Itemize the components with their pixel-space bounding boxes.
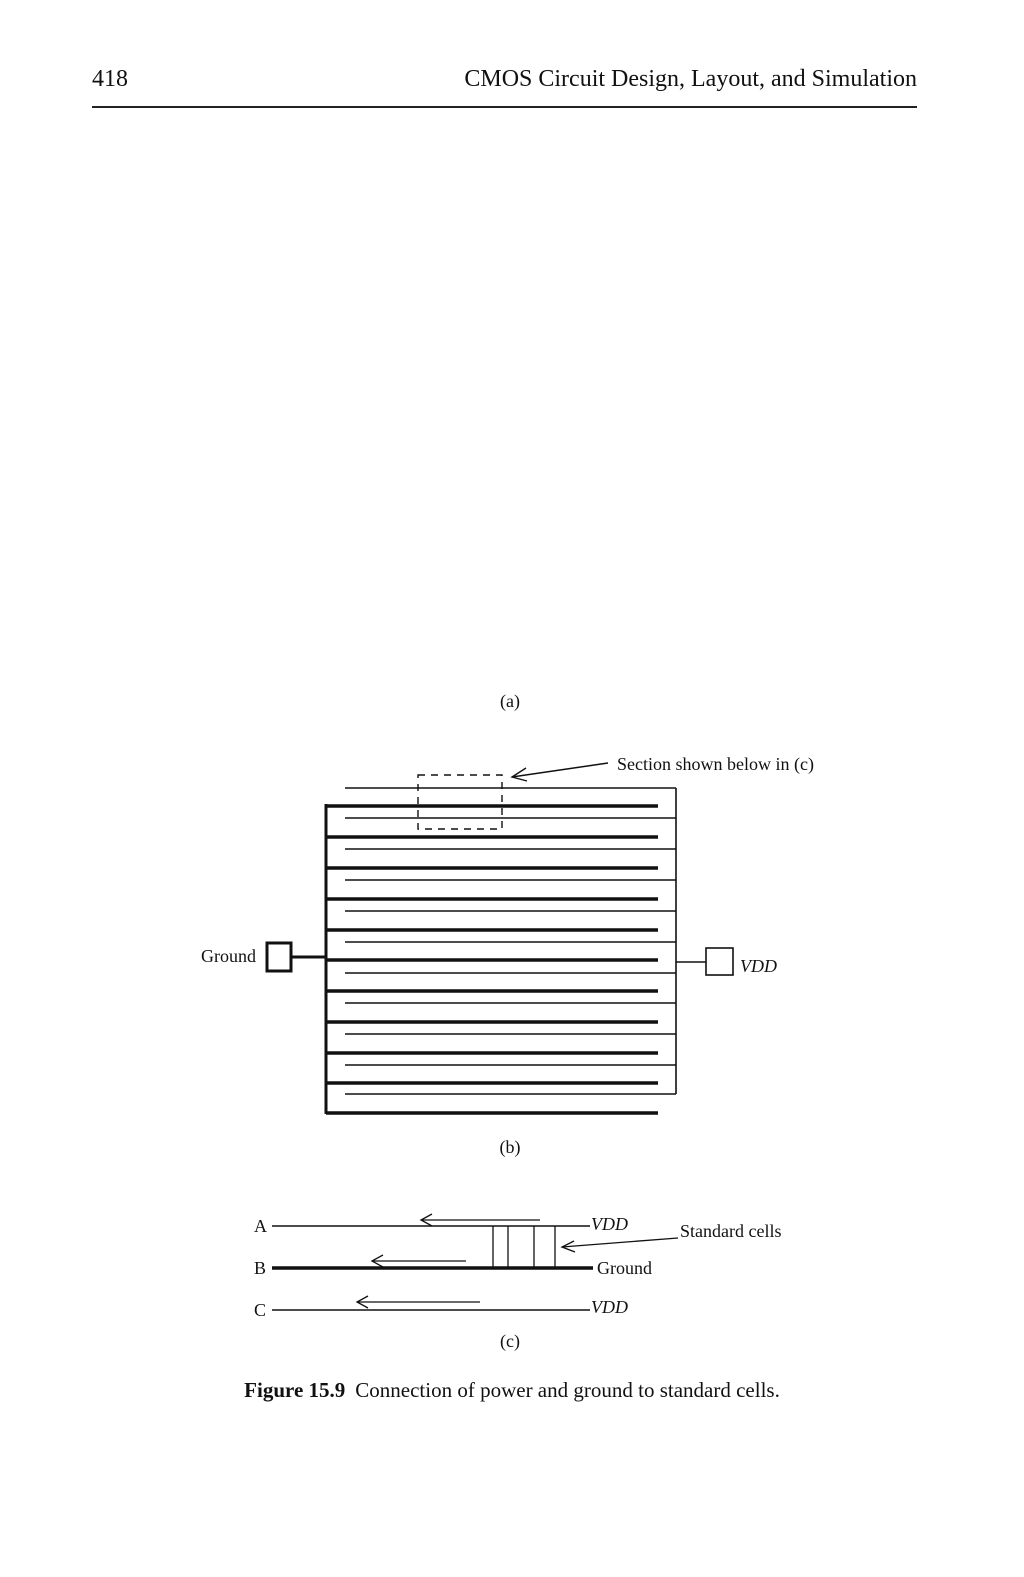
page-header: 418 CMOS Circuit Design, Layout, and Sim…: [92, 62, 917, 108]
panel-b-label: (b): [500, 1137, 521, 1158]
rail-b-letter: B: [254, 1258, 266, 1278]
standard-cells: [492, 1226, 556, 1268]
section-arrow-head: [510, 767, 528, 782]
ground-label: Ground: [201, 946, 256, 966]
rail-c-vdd-label: VDD: [591, 1297, 628, 1317]
panel-a-label: (a): [500, 691, 520, 712]
rail-a-vdd-label: VDD: [591, 1214, 628, 1234]
ground-pad: [265, 941, 293, 973]
running-title: CMOS Circuit Design, Layout, and Simulat…: [464, 66, 917, 92]
cells-arrow: [561, 1237, 679, 1248]
ground-fingers: [326, 804, 658, 1115]
section-box: [417, 774, 503, 830]
rail-a-letter: A: [254, 1216, 267, 1236]
caption-number: Figure 15.9: [244, 1378, 346, 1402]
standard-cells-label: Standard cells: [680, 1221, 781, 1241]
rail-c-letter: C: [254, 1300, 266, 1320]
caption-text: Connection of power and ground to standa…: [355, 1378, 780, 1402]
vdd-pad: [705, 947, 734, 976]
rail-diagram: [272, 1213, 679, 1311]
page-number: 418: [92, 66, 128, 92]
figure-caption: Figure 15.9 Connection of power and groun…: [0, 1378, 1024, 1403]
panel-c-label: (c): [500, 1331, 520, 1352]
section-arrow: [511, 762, 609, 778]
rail-b-ground-label: Ground: [597, 1258, 652, 1278]
section-note: Section shown below in (c): [617, 754, 814, 775]
vdd-fingers: [345, 817, 676, 1095]
vdd-label: VDD: [740, 956, 777, 976]
power-grid: [265, 762, 734, 1115]
